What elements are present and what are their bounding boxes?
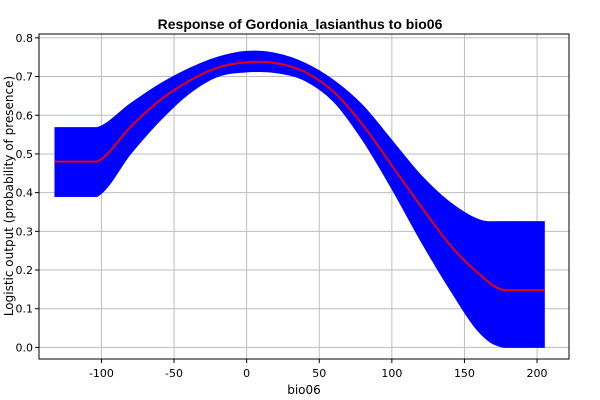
x-axis: -100 -50 0 50 100 150 200 [89, 359, 548, 380]
y-tick-label: 0.5 [16, 148, 34, 161]
x-tick-label: -100 [89, 367, 114, 380]
y-tick-label: 0.8 [16, 32, 34, 45]
chart-title: Response of Gordonia_lasianthus to bio06 [158, 16, 443, 32]
y-tick-label: 0.0 [16, 341, 34, 354]
y-tick-label: 0.1 [16, 303, 34, 316]
x-axis-label: bio06 [287, 383, 321, 397]
x-tick-label: -50 [165, 367, 183, 380]
x-tick-label: 50 [312, 367, 326, 380]
y-tick-label: 0.7 [16, 71, 34, 84]
confidence-band [54, 50, 545, 348]
y-tick-label: 0.2 [16, 264, 34, 277]
x-tick-label: 200 [527, 367, 548, 380]
y-axis: 0.0 0.1 0.2 0.3 0.4 0.5 0.6 0.7 0.8 [16, 32, 39, 354]
x-tick-label: 0 [243, 367, 250, 380]
mean-line [54, 60, 545, 292]
x-tick-label: 100 [381, 367, 402, 380]
x-tick-label: 150 [454, 367, 475, 380]
mean-response-line [54, 60, 545, 292]
y-tick-label: 0.4 [16, 187, 34, 200]
y-axis-label: Logistic output (probability of presence… [2, 76, 16, 316]
y-tick-label: 0.6 [16, 109, 34, 122]
plot-area-frame [38, 33, 570, 360]
y-tick-label: 0.3 [16, 225, 34, 238]
confidence-band-area [54, 50, 545, 348]
